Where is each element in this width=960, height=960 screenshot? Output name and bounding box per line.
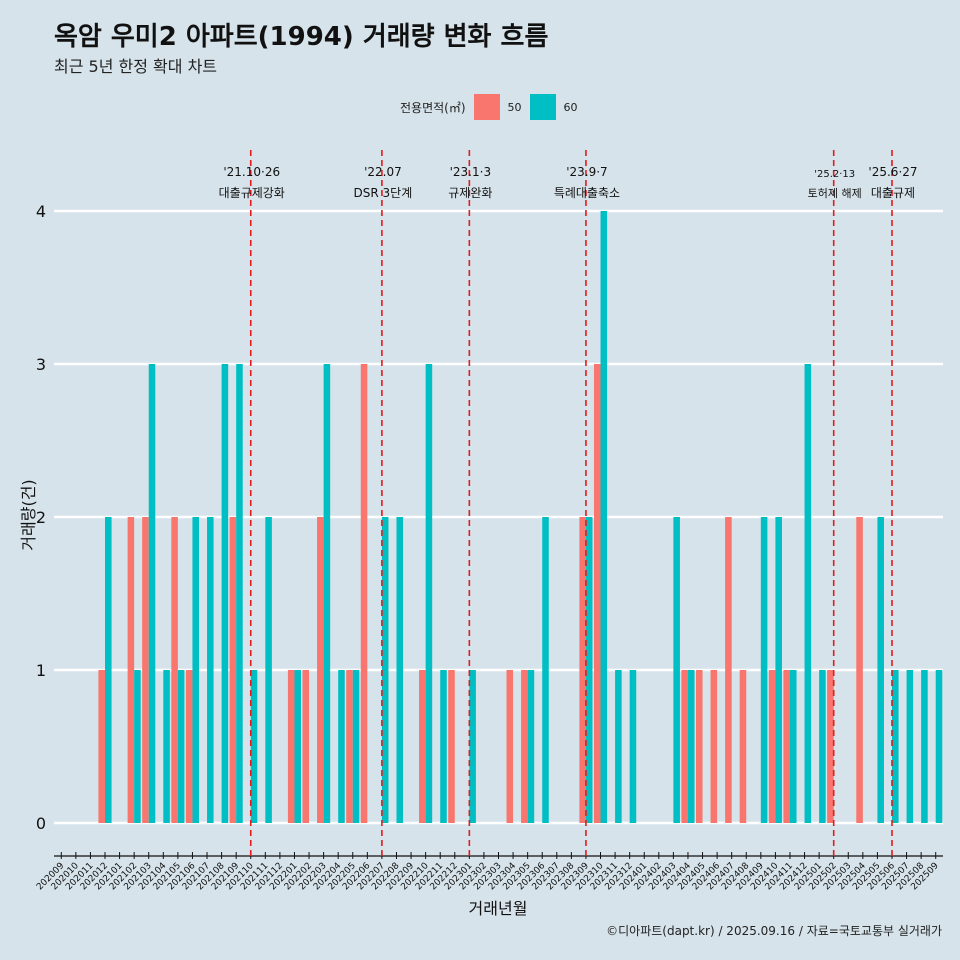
- bar-60-202105: [177, 670, 185, 823]
- bar-60-202109: [236, 364, 243, 823]
- bar-50-202504: [856, 517, 863, 823]
- annotation-event-label: 대출규제: [871, 186, 915, 200]
- bar-60-202501: [819, 670, 826, 823]
- bar-50-202305: [521, 670, 528, 823]
- bar-60-202404: [687, 670, 695, 823]
- bar-60-202508: [921, 670, 928, 823]
- bar-60-202210: [425, 364, 433, 823]
- bar-60-202412: [804, 364, 812, 823]
- bar-60-202505: [877, 517, 884, 823]
- annotation-date-label: '21.10·26: [223, 165, 280, 179]
- bar-50-202206: [360, 364, 368, 823]
- annotation-date-label: '23.1·3: [450, 165, 491, 179]
- bar-50-202106: [185, 670, 193, 823]
- bar-50-202105: [171, 517, 178, 823]
- legend-label-50: 50: [507, 100, 522, 114]
- bar-60-202411: [789, 670, 797, 823]
- y-tick-label: 0: [36, 814, 46, 833]
- x-axis-title: 거래년월: [469, 899, 528, 918]
- bar-50-202103: [142, 517, 149, 823]
- bar-50-202102: [127, 517, 135, 823]
- bar-60-202403: [673, 517, 680, 823]
- annotation-event-label: DSR 3단계: [354, 186, 413, 200]
- bar-60-202111: [265, 517, 272, 823]
- bar-60-202208: [396, 517, 404, 823]
- chart-title: 옥암 우미2 아파트(1994) 거래량 변화 흐름: [54, 22, 549, 52]
- legend-key-50: [473, 94, 500, 120]
- chart-subtitle: 최근 5년 한정 확대 차트: [54, 57, 218, 76]
- bar-50-202202: [302, 670, 310, 823]
- bar-60-202107: [207, 517, 214, 823]
- bar-50-202210: [419, 670, 426, 823]
- annotation-date-label: '25.6·27: [868, 165, 917, 179]
- bar-50-202310: [593, 364, 601, 823]
- y-tick-label: 4: [36, 202, 46, 221]
- bar-60-202506: [891, 670, 899, 823]
- bar-60-202507: [906, 670, 914, 823]
- legend-title: 전용면적(㎡): [400, 100, 466, 115]
- annotation-date-label: '23.9·7: [566, 165, 607, 179]
- bar-60-202205: [352, 670, 360, 823]
- bar-60-202309: [585, 517, 593, 823]
- bar-50-202109: [229, 517, 237, 823]
- y-tick-label: 3: [36, 355, 46, 374]
- bar-50-202411: [783, 670, 790, 823]
- bar-60-202012: [105, 517, 112, 823]
- bar-60-202110: [250, 670, 258, 823]
- annotation-event-label: 규제완화: [448, 186, 492, 200]
- bar-60-202207: [381, 517, 389, 823]
- bar-60-202103: [148, 364, 156, 823]
- annotation-date-label: '22.07: [364, 165, 402, 179]
- bar-60-202201: [294, 670, 302, 823]
- legend: 전용면적(㎡) 50 60: [400, 94, 586, 120]
- bar-60-202312: [629, 670, 637, 823]
- y-tick-label: 1: [36, 661, 46, 680]
- y-axis-title: 거래량(건): [19, 479, 38, 550]
- bar-50-202408: [739, 670, 747, 823]
- legend-label-60: 60: [563, 100, 578, 114]
- bar-50-202405: [695, 670, 703, 823]
- annotation-date-label: '25.2·13: [814, 169, 855, 180]
- bar-60-202106: [192, 517, 200, 823]
- y-tick-label: 2: [36, 508, 46, 527]
- bar-50-202502: [827, 670, 834, 823]
- bar-60-202108: [221, 364, 229, 823]
- bar-50-202304: [506, 670, 514, 823]
- bar-50-202410: [768, 670, 776, 823]
- bar-60-202301: [469, 670, 476, 823]
- annotation-event-label: 대출규제강화: [219, 186, 285, 200]
- bar-50-202012: [98, 670, 106, 823]
- bar-60-202305: [527, 670, 535, 823]
- bar-60-202204: [338, 670, 345, 823]
- bar-60-202211: [440, 670, 447, 823]
- bar-50-202201: [287, 670, 295, 823]
- legend-key-60: [529, 94, 556, 120]
- annotation-event-label: 토허제 해제: [808, 186, 862, 200]
- bar-50-202404: [681, 670, 688, 823]
- bar-60-202104: [163, 670, 170, 823]
- bar-50-202309: [579, 517, 586, 823]
- bar-60-202409: [760, 517, 768, 823]
- bar-60-202310: [600, 211, 608, 823]
- bar-60-202311: [615, 670, 622, 823]
- bar-50-202205: [346, 670, 353, 823]
- bar-50-202203: [317, 517, 324, 823]
- source-caption: ©디아파트(dapt.kr) / 2025.09.16 / 자료=국토교통부 실…: [606, 924, 942, 938]
- bar-50-202212: [448, 670, 455, 823]
- bar-50-202407: [725, 517, 732, 823]
- bar-60-202203: [323, 364, 331, 823]
- bar-60-202102: [134, 670, 141, 823]
- bar-60-202306: [542, 517, 549, 823]
- bar-60-202509: [935, 670, 943, 823]
- bar-50-202406: [710, 670, 718, 823]
- annotation-event-label: 특례대출축소: [554, 186, 620, 200]
- bar-60-202410: [775, 517, 782, 823]
